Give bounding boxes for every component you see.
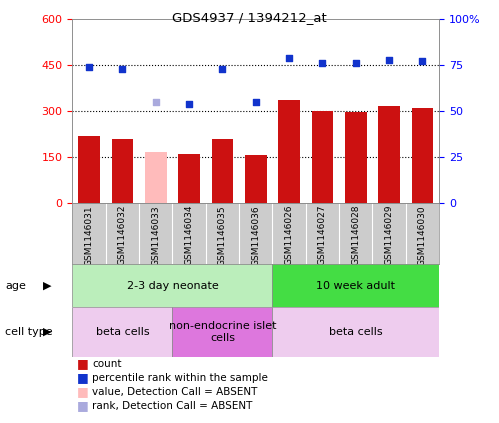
Bar (278, 100, 300, 203)
Text: percentile rank within the sample: percentile rank within the sample (92, 373, 268, 383)
Text: GDS4937 / 1394212_at: GDS4937 / 1394212_at (172, 11, 327, 24)
Point (318, 60, 326, 66)
Text: ▶: ▶ (43, 280, 52, 291)
Bar (172, 307, 272, 357)
Bar (378, 107, 400, 203)
Bar (72, 264, 272, 307)
Text: beta cells: beta cells (95, 327, 149, 337)
Point (285, 54, 293, 61)
Bar (345, 112, 367, 203)
Text: ■: ■ (77, 399, 89, 412)
Bar (145, 152, 167, 203)
Text: ■: ■ (77, 357, 89, 370)
Text: GSM1146026: GSM1146026 (284, 205, 293, 265)
Point (352, 60, 360, 66)
Point (219, 65, 227, 72)
Text: 2-3 day neonate: 2-3 day neonate (127, 280, 218, 291)
Bar (212, 139, 233, 203)
Point (185, 100, 193, 107)
Point (152, 99, 160, 105)
Text: ■: ■ (77, 385, 89, 398)
Point (385, 56, 393, 63)
Text: GSM1146035: GSM1146035 (218, 205, 227, 266)
Text: GSM1146031: GSM1146031 (84, 205, 93, 266)
Text: count: count (92, 359, 122, 369)
Point (85, 63, 93, 70)
Text: GSM1146036: GSM1146036 (251, 205, 260, 266)
Text: GSM1146029: GSM1146029 (385, 205, 394, 265)
Bar (178, 154, 200, 203)
Text: GSM1146030: GSM1146030 (418, 205, 427, 266)
Text: GSM1146034: GSM1146034 (185, 205, 194, 265)
Text: rank, Detection Call = ABSENT: rank, Detection Call = ABSENT (92, 401, 252, 411)
Text: 10 week adult: 10 week adult (316, 280, 395, 291)
Text: ■: ■ (77, 371, 89, 384)
Bar (272, 264, 439, 307)
Bar (412, 108, 433, 203)
Bar (272, 307, 439, 357)
Point (251, 99, 259, 105)
Text: GSM1146033: GSM1146033 (151, 205, 160, 266)
Bar (112, 139, 133, 203)
Text: GSM1146028: GSM1146028 (351, 205, 360, 265)
Text: GSM1146032: GSM1146032 (118, 205, 127, 265)
Point (419, 58, 427, 65)
Text: age: age (5, 280, 26, 291)
Bar (78, 136, 100, 203)
Text: non-endocrine islet
cells: non-endocrine islet cells (169, 321, 276, 343)
Text: cell type: cell type (5, 327, 52, 337)
Text: beta cells: beta cells (329, 327, 383, 337)
Bar (72, 307, 172, 357)
Text: value, Detection Call = ABSENT: value, Detection Call = ABSENT (92, 387, 257, 397)
Text: GSM1146027: GSM1146027 (318, 205, 327, 265)
Point (118, 65, 126, 72)
Bar (311, 111, 333, 203)
Bar (245, 154, 266, 203)
Text: ▶: ▶ (43, 327, 52, 337)
